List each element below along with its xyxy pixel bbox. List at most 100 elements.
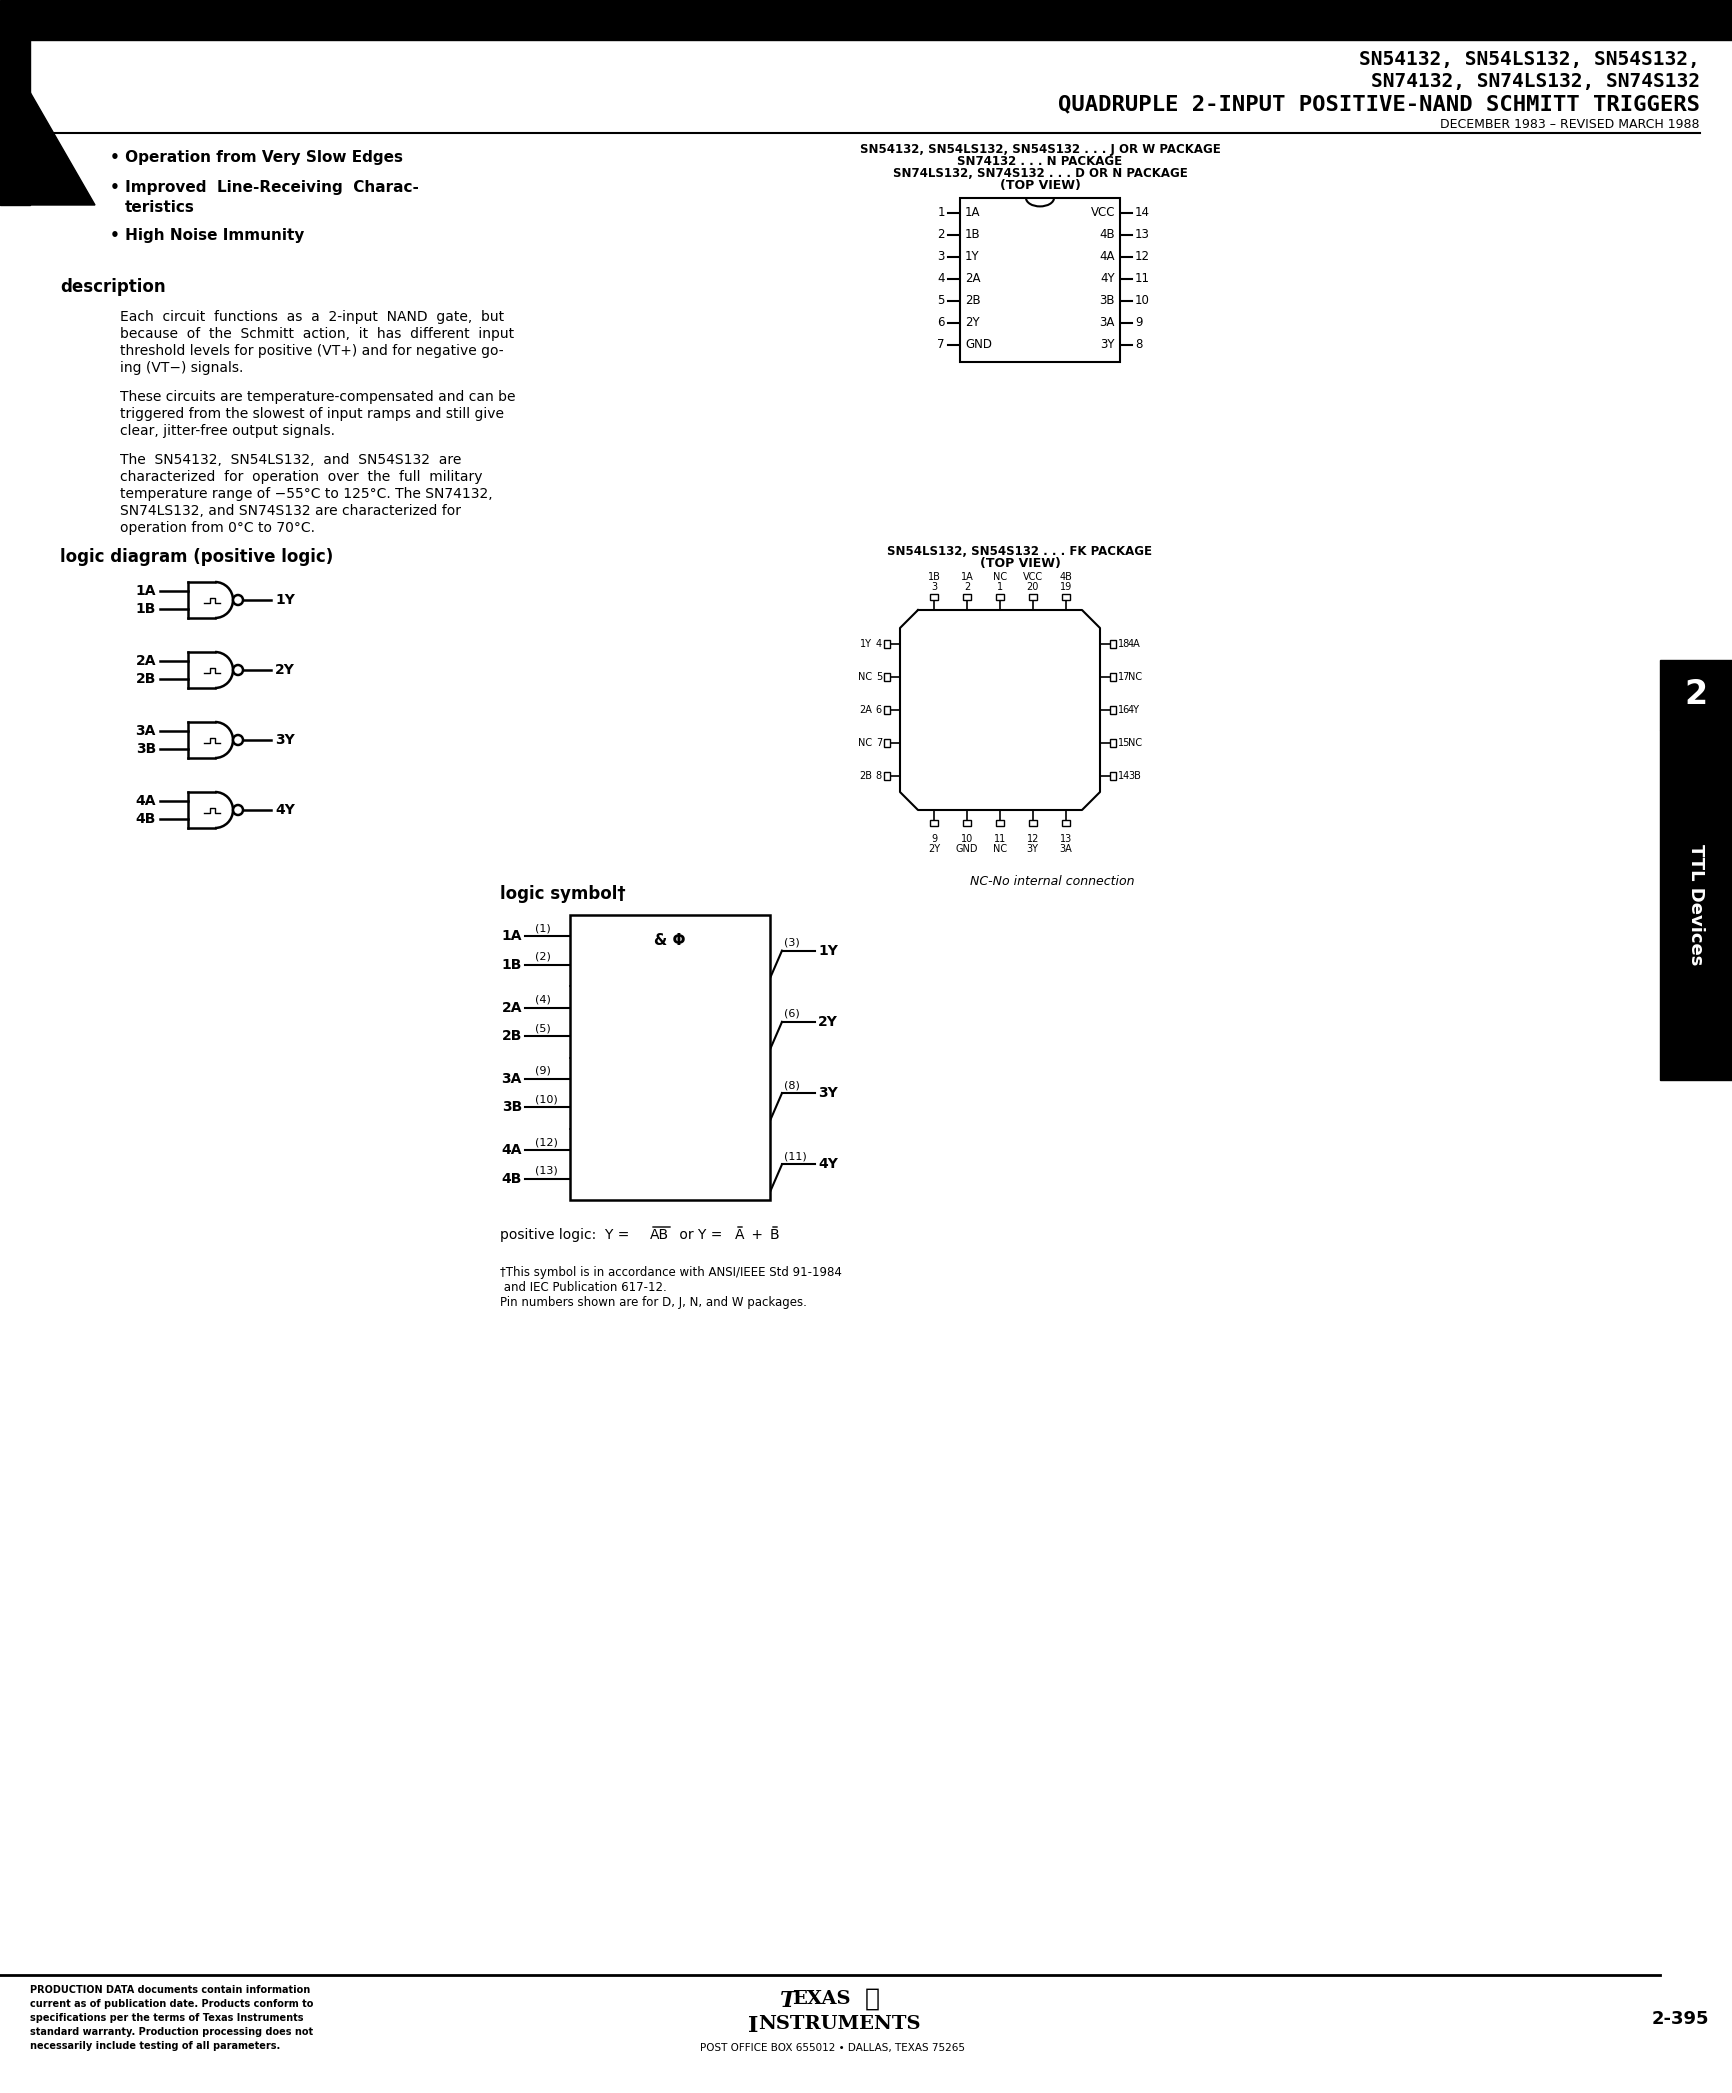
Text: NC-No internal connection: NC-No internal connection xyxy=(970,875,1134,887)
Bar xyxy=(1029,820,1036,827)
Bar xyxy=(883,739,890,747)
Text: 2: 2 xyxy=(963,582,970,592)
Text: description: description xyxy=(61,278,166,295)
Text: NC: NC xyxy=(992,843,1006,854)
Text: 16: 16 xyxy=(1117,705,1129,716)
Text: 6: 6 xyxy=(875,705,882,716)
Text: TTL Devices: TTL Devices xyxy=(1685,843,1704,965)
Text: 4B: 4B xyxy=(1098,228,1114,241)
Text: 4A: 4A xyxy=(1098,251,1114,264)
Text: 3Y: 3Y xyxy=(1100,339,1114,352)
Text: 20: 20 xyxy=(1025,582,1039,592)
Text: 1B: 1B xyxy=(501,959,521,971)
Text: QUADRUPLE 2-INPUT POSITIVE-NAND SCHMITT TRIGGERS: QUADRUPLE 2-INPUT POSITIVE-NAND SCHMITT … xyxy=(1058,94,1699,113)
Text: 5: 5 xyxy=(937,295,944,308)
Bar xyxy=(883,640,890,649)
Text: 11: 11 xyxy=(992,833,1006,843)
Text: NC: NC xyxy=(857,739,871,747)
Bar xyxy=(930,820,937,827)
Text: 2A: 2A xyxy=(859,705,871,716)
Text: 7: 7 xyxy=(875,739,882,747)
Text: SN54132, SN54LS132, SN54S132 . . . J OR W PACKAGE: SN54132, SN54LS132, SN54S132 . . . J OR … xyxy=(859,142,1219,157)
Text: (10): (10) xyxy=(535,1095,558,1105)
Bar xyxy=(570,915,769,1199)
Text: 2A: 2A xyxy=(965,272,980,285)
Text: 19: 19 xyxy=(1058,582,1070,592)
Text: VCC: VCC xyxy=(1022,571,1043,582)
Text: (5): (5) xyxy=(535,1023,551,1034)
Text: 2A: 2A xyxy=(501,1000,521,1015)
Bar xyxy=(996,594,1003,601)
Bar xyxy=(0,40,29,205)
Text: 4Y: 4Y xyxy=(1100,272,1114,285)
Text: 1Y: 1Y xyxy=(859,638,871,649)
Text: 14: 14 xyxy=(1117,770,1129,781)
Text: 9: 9 xyxy=(1134,316,1141,329)
Bar xyxy=(1029,594,1036,601)
Bar xyxy=(1110,640,1115,649)
Text: (8): (8) xyxy=(783,1080,800,1090)
Bar xyxy=(960,199,1119,362)
Bar xyxy=(1062,820,1069,827)
Bar xyxy=(1110,705,1115,714)
Text: 4: 4 xyxy=(875,638,882,649)
Text: 2A: 2A xyxy=(135,653,156,668)
Text: 3B: 3B xyxy=(1128,770,1140,781)
Text: 2Y: 2Y xyxy=(965,316,979,329)
Text: 8: 8 xyxy=(875,770,882,781)
Text: 1A: 1A xyxy=(501,929,521,944)
Text: 4A: 4A xyxy=(1128,638,1140,649)
Text: ing (VT−) signals.: ing (VT−) signals. xyxy=(120,360,242,375)
Text: 11: 11 xyxy=(1134,272,1150,285)
Text: 3A: 3A xyxy=(501,1072,521,1086)
Text: 2B: 2B xyxy=(501,1030,521,1042)
Text: 4Y: 4Y xyxy=(275,804,294,816)
Text: positive logic:  Y =: positive logic: Y = xyxy=(501,1229,634,1241)
Text: PRODUCTION DATA documents contain information
current as of publication date. Pr: PRODUCTION DATA documents contain inform… xyxy=(29,1984,313,2051)
Text: 4Y: 4Y xyxy=(1128,705,1140,716)
Bar xyxy=(963,594,970,601)
Text: • Improved  Line-Receiving  Charac-: • Improved Line-Receiving Charac- xyxy=(109,180,419,195)
Bar xyxy=(1110,772,1115,779)
Circle shape xyxy=(232,666,242,676)
Bar xyxy=(1110,739,1115,747)
Text: 4B: 4B xyxy=(501,1172,521,1185)
Text: 4A: 4A xyxy=(135,793,156,808)
Bar xyxy=(883,674,890,680)
Text: 8: 8 xyxy=(1134,339,1141,352)
Text: 3B: 3B xyxy=(135,743,156,756)
Text: 7: 7 xyxy=(937,339,944,352)
Text: 3B: 3B xyxy=(502,1101,521,1113)
Text: 1B: 1B xyxy=(965,228,980,241)
Text: (TOP VIEW): (TOP VIEW) xyxy=(999,180,1079,193)
Text: (13): (13) xyxy=(535,1166,558,1176)
Text: 3B: 3B xyxy=(1098,295,1114,308)
Bar xyxy=(883,705,890,714)
Text: 2-395: 2-395 xyxy=(1651,2009,1708,2028)
Text: 1B: 1B xyxy=(135,603,156,615)
Text: 12: 12 xyxy=(1134,251,1150,264)
Text: †This symbol is in accordance with ANSI/IEEE Std 91-1984: †This symbol is in accordance with ANSI/… xyxy=(501,1266,842,1279)
Text: 2Y: 2Y xyxy=(275,663,294,676)
Text: 18: 18 xyxy=(1117,638,1129,649)
Text: • High Noise Immunity: • High Noise Immunity xyxy=(109,228,305,243)
Text: GND: GND xyxy=(956,843,979,854)
Text: triggered from the slowest of input ramps and still give: triggered from the slowest of input ramp… xyxy=(120,406,504,421)
Text: logic symbol†: logic symbol† xyxy=(501,885,625,902)
Text: • Operation from Very Slow Edges: • Operation from Very Slow Edges xyxy=(109,151,404,165)
Text: 1Y: 1Y xyxy=(275,592,294,607)
Text: AB: AB xyxy=(650,1229,669,1241)
Text: 12: 12 xyxy=(1025,833,1039,843)
Text: B: B xyxy=(769,1229,779,1241)
Text: 1Y: 1Y xyxy=(818,944,837,959)
Text: NC: NC xyxy=(1128,739,1141,747)
Text: T: T xyxy=(779,1990,797,2011)
Text: 1Y: 1Y xyxy=(965,251,979,264)
Text: 4B: 4B xyxy=(1058,571,1072,582)
Text: 2Y: 2Y xyxy=(818,1015,837,1030)
Text: 1: 1 xyxy=(937,207,944,220)
Text: 3: 3 xyxy=(937,251,944,264)
Text: 17: 17 xyxy=(1117,672,1129,682)
Text: 1A: 1A xyxy=(960,571,973,582)
Text: 1B: 1B xyxy=(927,571,940,582)
